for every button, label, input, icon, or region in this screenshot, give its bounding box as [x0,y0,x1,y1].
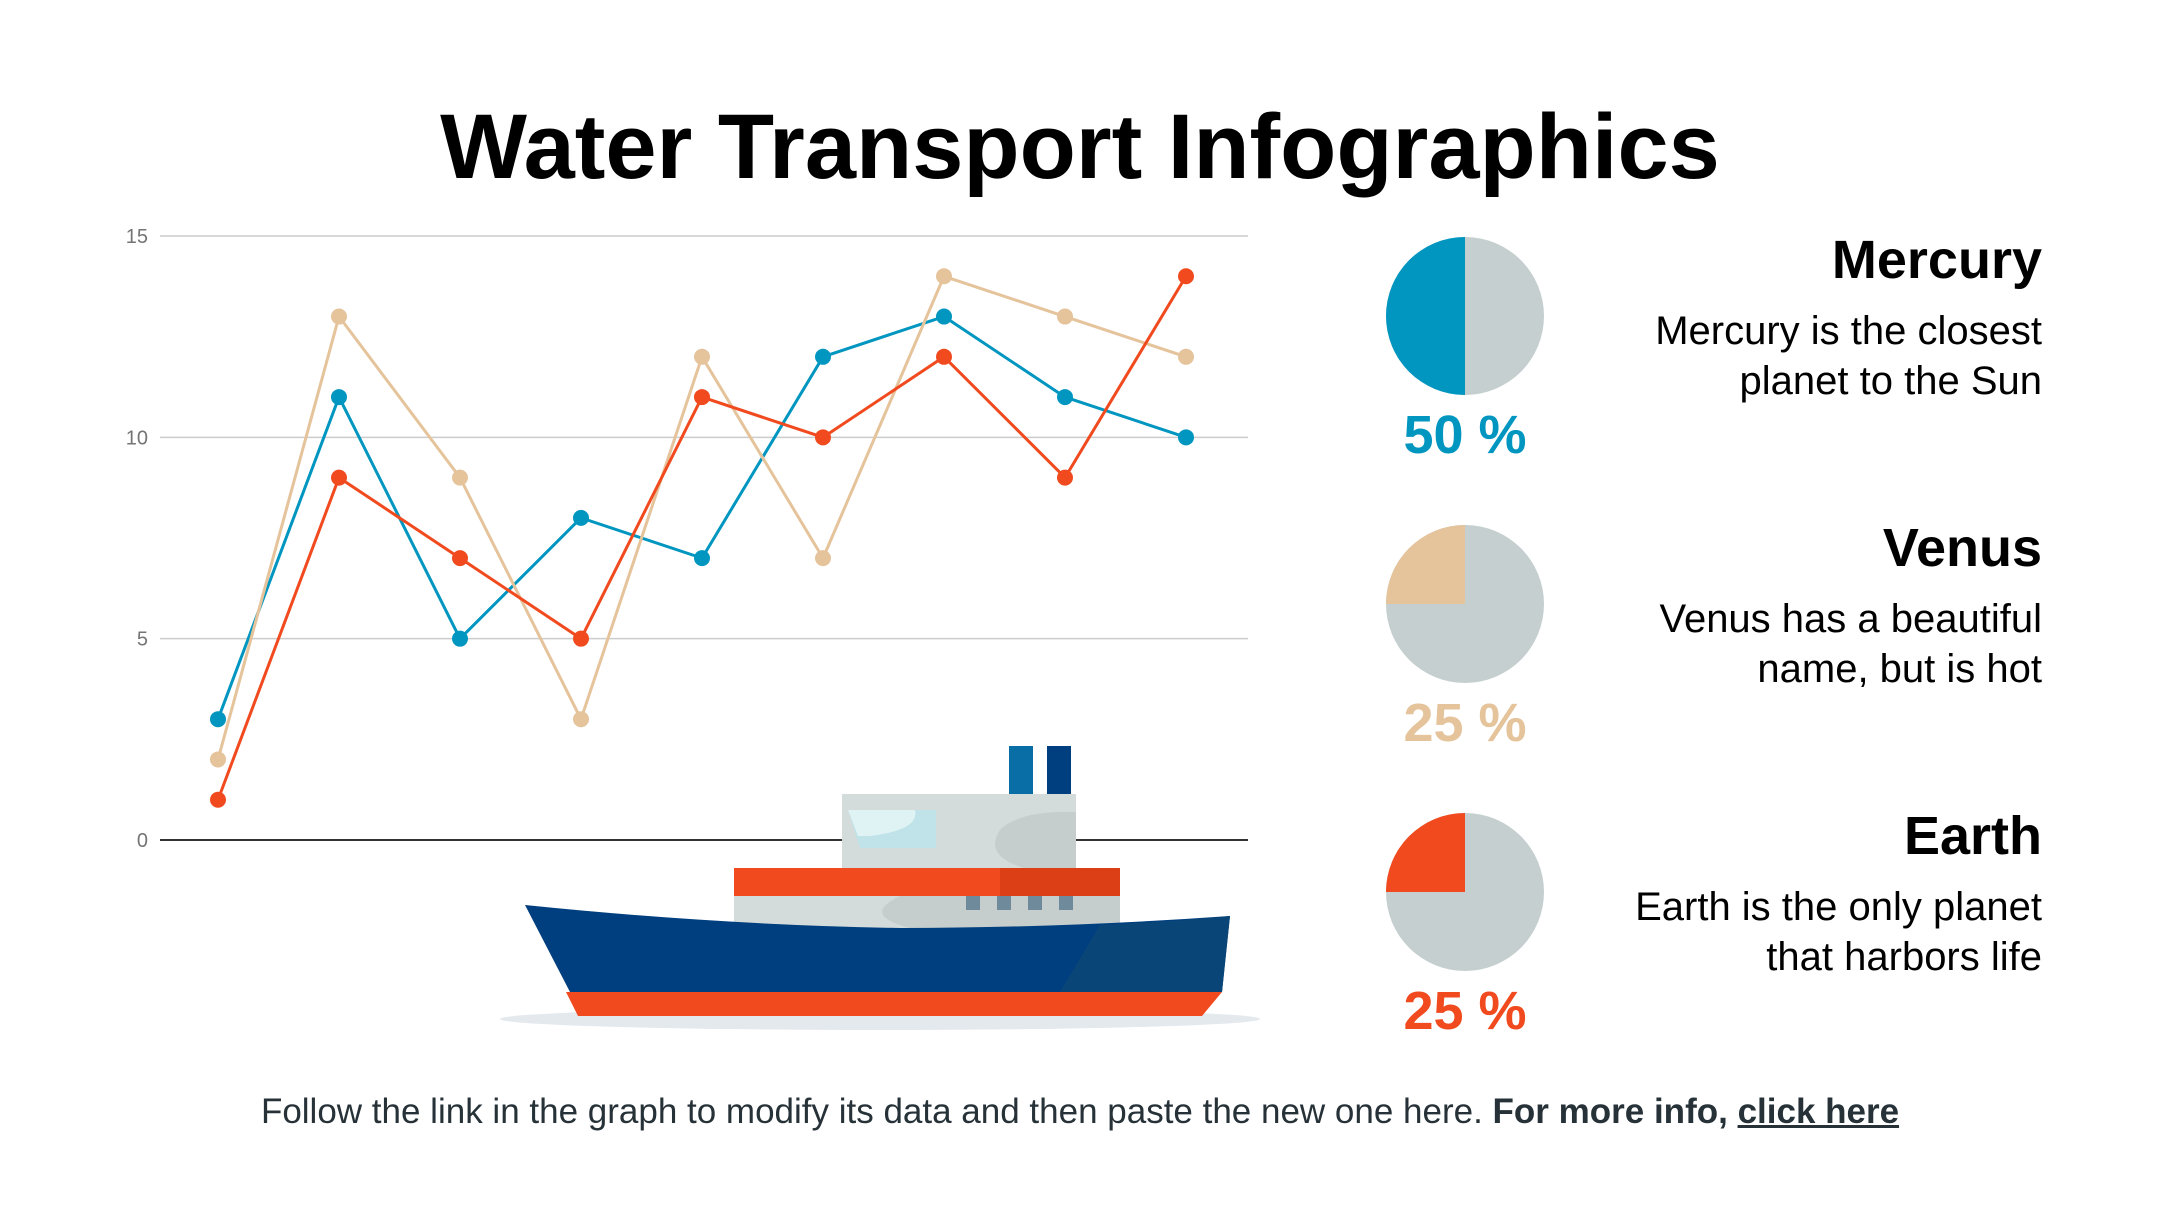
more-info-link[interactable]: click here [1737,1092,1900,1131]
data-point-beige [331,308,347,325]
data-point-orange [331,469,347,486]
info-description: Mercury is the closest planet to the Sun [1402,306,2042,406]
data-point-beige [452,469,468,486]
info-block-mercury: Mercury Mercury is the closest planet to … [1402,228,2042,406]
pie-slice [1386,525,1465,604]
pie-chart-mercury [1386,237,1544,395]
series-line-blue [216,315,1187,720]
data-point-blue [1178,429,1194,446]
data-point-orange [1057,469,1073,486]
info-block-earth: Earth Earth is the only planet that harbo… [1402,804,2042,982]
data-point-blue [1057,389,1073,406]
info-description-line: planet to the Sun [1739,359,2042,403]
chart-grid: 0 5 10 15 [126,226,1248,852]
data-point-blue [815,348,831,365]
info-description: Earth is the only planet that harbors lif… [1402,882,2042,982]
data-point-beige [573,711,589,728]
percent-label-earth: 25 % [1403,981,1527,1041]
data-point-beige [210,751,226,768]
pie-slice [1386,237,1465,395]
data-point-orange [1178,268,1194,285]
info-title: Venus [1882,518,2042,578]
chart-series [210,268,1194,808]
percent-label-venus: 25 % [1403,693,1527,753]
info-description-line: Venus has a beautiful [1659,597,2042,641]
data-point-orange [210,791,226,808]
pie-chart-venus [1386,525,1544,683]
data-point-blue [694,550,710,567]
data-point-blue [210,711,226,728]
footer-bold-text: For more info, [1492,1092,1728,1131]
data-point-beige [1057,308,1073,325]
data-point-blue [936,308,952,325]
data-point-beige [815,550,831,567]
data-point-beige [694,348,710,365]
ship-illustration [500,746,1260,1030]
data-point-orange [815,429,831,446]
y-tick-label: 10 [126,427,148,449]
info-block-venus: Venus Venus has a beautiful name, but is … [1402,516,2042,694]
info-title: Earth [1903,806,2042,866]
data-point-orange [694,389,710,406]
page-title: Water Transport Infographics [440,96,1720,198]
data-point-orange [936,348,952,365]
data-point-blue [331,389,347,406]
info-description-line: Mercury is the closest [1655,309,2042,353]
info-description-line: Earth is the only planet [1635,885,2042,929]
data-point-blue [573,509,589,526]
info-title: Mercury [1831,230,2042,290]
y-tick-label: 0 [137,830,148,852]
footer-text: Follow the link in the graph to modify i… [260,1092,1483,1131]
y-tick-label: 15 [126,226,148,248]
y-tick-label: 5 [137,629,148,651]
pie-slice [1386,813,1465,892]
data-point-beige [1178,348,1194,365]
info-description: Venus has a beautiful name, but is hot [1402,594,2042,694]
data-point-blue [452,630,468,647]
data-point-beige [936,268,952,285]
data-point-orange [452,550,468,567]
pie-chart-earth [1386,813,1544,971]
info-description-line: that harbors life [1766,935,2042,979]
series-line-beige [216,274,1187,760]
percent-label-mercury: 50 % [1403,405,1527,465]
footer-note: Follow the link in the graph to modify i… [0,1090,2160,1134]
data-point-orange [573,630,589,647]
info-description-line: name, but is hot [1757,647,2042,691]
